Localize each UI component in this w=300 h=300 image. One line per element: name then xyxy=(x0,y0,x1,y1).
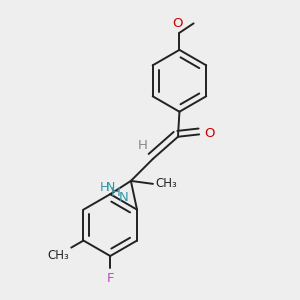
Text: F: F xyxy=(106,272,114,285)
Text: CH₃: CH₃ xyxy=(47,249,69,262)
Text: H: H xyxy=(138,140,148,152)
Text: N: N xyxy=(119,191,129,204)
Text: H: H xyxy=(111,186,121,199)
Text: O: O xyxy=(172,17,182,31)
Text: O: O xyxy=(204,127,214,140)
Text: H: H xyxy=(100,181,110,194)
Text: CH₃: CH₃ xyxy=(155,177,177,190)
Text: N: N xyxy=(105,181,115,194)
